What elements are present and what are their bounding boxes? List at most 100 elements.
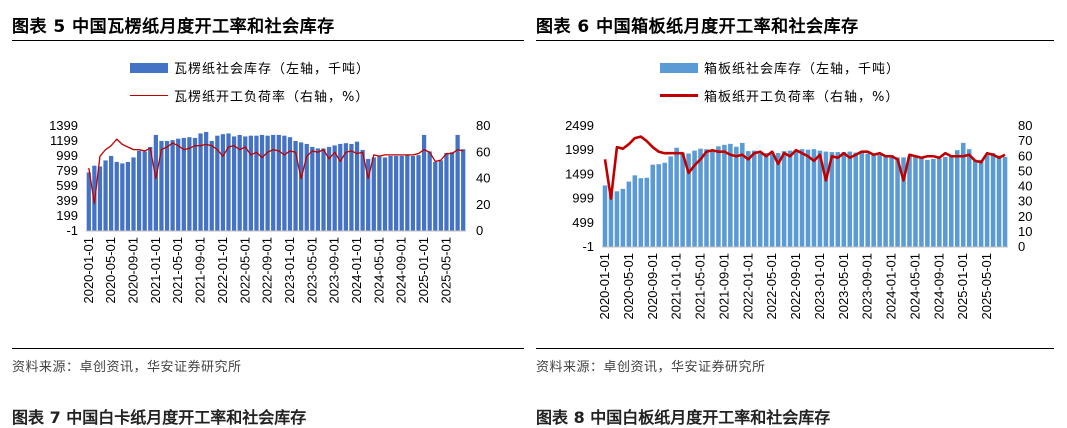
legend-swatch-line [130,95,168,96]
x-tick-label: 2023-01-01 [812,253,827,320]
bar [444,152,449,231]
bar [901,157,906,247]
bar [644,177,650,247]
bar [405,155,410,231]
bar [751,150,757,247]
bar [276,134,281,231]
x-tick-label: 2025-05-01 [438,237,453,304]
bar [326,146,332,231]
bar [176,138,181,231]
bar [243,136,248,231]
bar [972,160,978,247]
bar [704,149,709,247]
y-left-tick-label: 999 [572,191,594,206]
bar [686,153,691,247]
y-right-tick-label: 80 [1018,118,1032,133]
x-tick-label: 2023-09-01 [860,253,875,320]
x-tick-label: 2023-05-01 [836,253,851,320]
bar [871,154,876,247]
bar [136,150,142,231]
bar [371,157,376,231]
y-right-tick-label: 30 [1018,194,1032,209]
source-rule [12,348,524,349]
x-tick-label: 2020-01-01 [81,237,96,304]
bar [847,151,853,247]
legend-swatch-line [660,94,698,97]
y-left-tick-label: -1 [582,239,594,254]
x-tick-label: 2020-01-01 [597,253,612,320]
bar [662,162,667,247]
chart-title: 图表 6 中国箱板纸月度开工率和社会库存 [536,17,859,37]
legend-label: 瓦楞纸开工负荷率（右轴，%） [174,90,370,105]
bar [781,151,787,247]
x-tick-label: 2022-05-01 [237,237,252,304]
next-chart-title: 图表 7 中国白卡纸月度开工率和社会库存 [12,408,307,427]
bar [449,152,455,231]
bar [811,149,817,247]
bar [343,143,348,231]
bar [841,152,847,247]
x-tick-label: 2021-01-01 [669,253,684,320]
bar [164,140,170,231]
bar [829,152,835,247]
bar [349,143,354,231]
bar [271,134,276,231]
y-left-tick-label: 499 [572,215,594,230]
bar [103,160,108,231]
y-left-tick-label: 2499 [565,118,594,133]
x-tick-label: 2021-09-01 [193,237,208,304]
x-tick-label: 2021-01-01 [148,237,163,304]
x-tick-label: 2020-05-01 [621,253,636,320]
bar [960,142,966,247]
bar [338,143,343,231]
x-tick-label: 2021-09-01 [716,253,731,320]
bar [949,154,954,247]
y-right-tick-label: 70 [1018,133,1032,148]
bar [716,146,721,247]
x-tick-label: 2025-01-01 [955,253,970,320]
bar [907,156,912,247]
bar [399,155,404,231]
bar [461,149,466,231]
x-tick-label: 2021-05-01 [693,253,708,320]
x-tick-label: 2022-01-01 [215,237,230,304]
x-tick-label: 2022-09-01 [260,237,275,304]
x-tick-label: 2020-05-01 [103,237,118,304]
bar [835,152,841,247]
y-left-tick-label: 1999 [565,142,594,157]
chart-panel-left: 图表 5 中国瓦楞纸月度开工率和社会库存 瓦楞纸社会库存（左轴，千吨） 瓦楞纸开… [12,0,524,427]
bar [204,131,209,231]
bar [455,134,460,231]
legend-item-bar: 箱板纸社会库存（左轴，千吨） [660,58,900,77]
bar [692,150,697,247]
bar [793,150,799,247]
bar [632,175,638,247]
x-tick-label: 2022-05-01 [764,253,779,320]
bar [433,161,438,231]
bar [787,150,793,247]
bar [656,164,661,247]
bar [332,145,337,231]
legend-label: 箱板纸开工负荷率（右轴，%） [704,90,900,105]
y-left-tick-label: -1 [66,223,78,238]
bar [626,181,632,247]
source-rule [536,348,1054,349]
bar [209,140,214,231]
bar [299,142,304,231]
y-right-tick-label: 50 [1018,163,1032,178]
bar [254,135,259,231]
bar [259,134,265,231]
bar [650,164,656,247]
legend-item-line: 瓦楞纸开工负荷率（右轴，%） [130,86,369,105]
y-right-tick-label: 0 [1018,239,1025,254]
bar [181,137,186,231]
bar [304,143,309,231]
legend-label: 瓦楞纸社会库存（左轴，千吨） [174,62,371,77]
x-tick-label: 2024-09-01 [394,237,409,304]
bar [883,155,888,247]
x-tick-label: 2024-05-01 [371,237,386,304]
bar [943,156,948,247]
bar [823,151,829,247]
